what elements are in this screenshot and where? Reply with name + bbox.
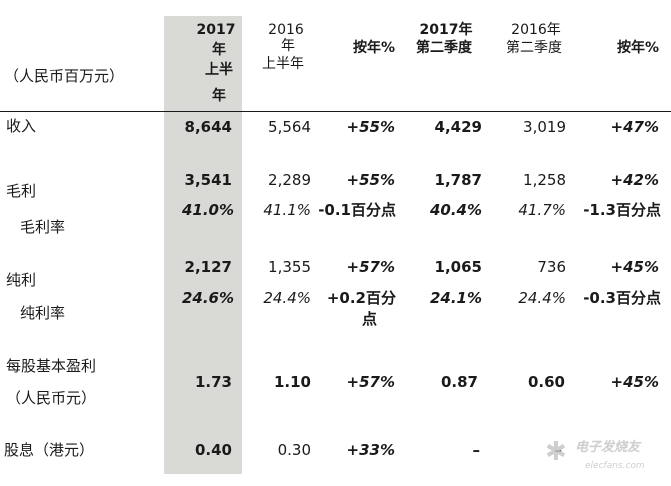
cell-gross-profit-2017-q2: 1,787 bbox=[434, 171, 482, 189]
cell-gross-profit-yoy-h1: +55% bbox=[346, 171, 395, 189]
cell-gross-margin-yoy-q2: -1.3百分点 bbox=[583, 201, 661, 219]
row-label-dividend: 股息（港元） bbox=[4, 441, 95, 459]
row-label-eps-unit: （人民币元） bbox=[6, 389, 97, 407]
cell-revenue-yoy-h1: +55% bbox=[346, 118, 395, 136]
highlight-column-2017-h1 bbox=[164, 16, 242, 474]
cell-net-margin-yoy-h1-line1: +0.2百分 bbox=[326, 289, 396, 307]
cell-eps-2017-q2: 0.87 bbox=[440, 373, 478, 391]
header-divider bbox=[0, 111, 671, 112]
cell-net-profit-2016-h1: 1,355 bbox=[268, 258, 311, 276]
col-header-yoy-q2: 按年% bbox=[616, 40, 659, 56]
cell-net-profit-yoy-q2: +45% bbox=[610, 258, 659, 276]
cell-dividend-2017-h1: 0.40 bbox=[194, 441, 232, 459]
row-label-revenue: 收入 bbox=[6, 117, 37, 135]
row-label-gross-profit: 毛利 bbox=[6, 182, 37, 200]
cell-dividend-2017-q2: – bbox=[472, 441, 481, 459]
col-header-2017-q2-year: 2017年 bbox=[419, 22, 473, 38]
cell-gross-profit-yoy-q2: +42% bbox=[610, 171, 659, 189]
cell-revenue-2017-h1: 8,644 bbox=[184, 118, 232, 136]
row-label-gross-margin: 毛利率 bbox=[20, 218, 66, 236]
col-header-2016-h1-year: 2016 bbox=[268, 22, 304, 38]
col-header-2017-h1-half: 上半 bbox=[205, 62, 233, 78]
row-label-eps: 每股基本盈利 bbox=[6, 357, 97, 375]
cell-dividend-2016-h1: 0.30 bbox=[277, 441, 311, 459]
col-header-2017-h1-nian: 年 bbox=[212, 42, 226, 58]
cell-net-profit-2017-q2: 1,065 bbox=[434, 258, 482, 276]
row-label-net-margin: 纯利率 bbox=[20, 304, 66, 322]
watermark: ✱ 电子发烧友 elecfans.com bbox=[545, 433, 667, 479]
cell-net-margin-2017-q2: 24.1% bbox=[429, 289, 482, 307]
cell-eps-2016-h1: 1.10 bbox=[273, 373, 311, 391]
cell-eps-2016-q2: 0.60 bbox=[527, 373, 565, 391]
cell-gross-profit-2016-h1: 2,289 bbox=[268, 171, 311, 189]
cell-dividend-yoy-h1: +33% bbox=[346, 441, 395, 459]
cell-net-profit-2016-q2: 736 bbox=[537, 258, 566, 276]
cell-net-margin-2016-q2: 24.4% bbox=[518, 289, 566, 307]
col-header-2016-h1-nian: 年 bbox=[281, 38, 295, 54]
watermark-logo-icon: ✱ bbox=[545, 437, 567, 467]
cell-net-margin-2016-h1: 24.4% bbox=[263, 289, 311, 307]
unit-label: （人民币百万元） bbox=[4, 67, 125, 85]
cell-revenue-2016-q2: 3,019 bbox=[523, 118, 566, 136]
cell-gross-margin-yoy-h1: -0.1百分点 bbox=[318, 201, 396, 219]
cell-eps-2017-h1: 1.73 bbox=[194, 373, 232, 391]
cell-revenue-2017-q2: 4,429 bbox=[434, 118, 482, 136]
col-header-2017-h1-nian2: 年 bbox=[212, 88, 226, 104]
cell-gross-margin-2017-h1: 41.0% bbox=[181, 201, 234, 219]
col-header-2016-q2-quarter: 第二季度 bbox=[506, 40, 562, 56]
cell-eps-yoy-q2: +45% bbox=[610, 373, 659, 391]
col-header-2017-h1-year: 2017 bbox=[196, 22, 236, 38]
cell-revenue-yoy-q2: +47% bbox=[610, 118, 659, 136]
cell-net-profit-yoy-h1: +57% bbox=[346, 258, 395, 276]
cell-revenue-2016-h1: 5,564 bbox=[268, 118, 311, 136]
col-header-yoy-h1: 按年% bbox=[352, 40, 395, 56]
cell-gross-margin-2016-q2: 41.7% bbox=[518, 201, 566, 219]
row-label-net-profit: 纯利 bbox=[6, 271, 37, 289]
col-header-2017-q2-quarter: 第二季度 bbox=[416, 40, 472, 56]
cell-net-profit-2017-h1: 2,127 bbox=[184, 258, 232, 276]
cell-net-margin-2017-h1: 24.6% bbox=[181, 289, 234, 307]
cell-net-margin-yoy-q2: -0.3百分点 bbox=[583, 289, 661, 307]
col-header-2016-h1-half: 上半年 bbox=[262, 56, 304, 72]
cell-gross-margin-2016-h1: 41.1% bbox=[263, 201, 311, 219]
cell-dividend-2016-q2: – bbox=[554, 441, 563, 459]
cell-net-margin-yoy-h1-line2: 点 bbox=[362, 310, 378, 328]
cell-eps-yoy-h1: +57% bbox=[346, 373, 395, 391]
cell-gross-profit-2017-h1: 3,541 bbox=[184, 171, 232, 189]
watermark-site: elecfans.com bbox=[585, 461, 645, 471]
cell-gross-margin-2017-q2: 40.4% bbox=[429, 201, 482, 219]
watermark-brand: 电子发烧友 bbox=[575, 440, 641, 455]
cell-gross-profit-2016-q2: 1,258 bbox=[523, 171, 566, 189]
col-header-2016-q2-year: 2016年 bbox=[511, 22, 561, 38]
